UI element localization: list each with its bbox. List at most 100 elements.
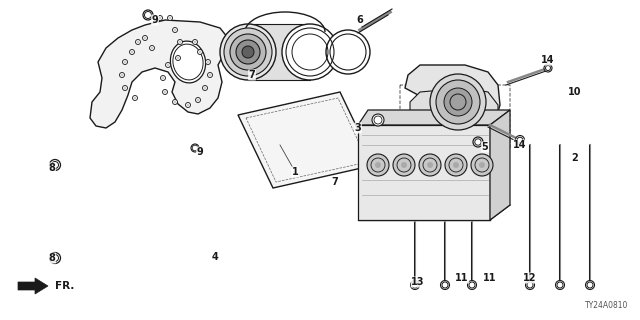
Circle shape [166, 62, 170, 68]
Text: 8: 8 [49, 163, 56, 173]
Text: 1: 1 [292, 167, 298, 177]
Circle shape [410, 281, 419, 290]
Text: 8: 8 [49, 253, 56, 263]
Circle shape [186, 103, 189, 107]
Circle shape [163, 91, 166, 93]
Circle shape [159, 17, 161, 20]
Circle shape [393, 154, 415, 176]
Polygon shape [248, 24, 310, 80]
Circle shape [453, 162, 459, 168]
Text: 9: 9 [196, 147, 204, 157]
Circle shape [586, 281, 595, 290]
Circle shape [166, 63, 170, 67]
Polygon shape [405, 65, 500, 136]
Circle shape [220, 24, 276, 80]
Circle shape [173, 28, 177, 31]
Circle shape [195, 98, 200, 102]
Circle shape [124, 60, 127, 63]
Circle shape [49, 252, 61, 263]
Text: 13: 13 [412, 277, 425, 287]
Text: 2: 2 [572, 153, 579, 163]
Circle shape [186, 102, 191, 108]
Circle shape [479, 162, 485, 168]
Circle shape [326, 30, 370, 74]
Circle shape [207, 60, 209, 63]
Circle shape [131, 51, 134, 53]
Circle shape [525, 281, 534, 290]
Circle shape [230, 34, 266, 70]
Text: 6: 6 [356, 15, 364, 25]
Circle shape [193, 41, 196, 44]
Circle shape [473, 137, 483, 147]
Circle shape [173, 100, 177, 103]
Circle shape [242, 46, 254, 58]
Circle shape [367, 154, 389, 176]
Circle shape [440, 281, 449, 290]
Circle shape [515, 135, 525, 145]
Circle shape [436, 80, 480, 124]
Circle shape [471, 154, 493, 176]
Circle shape [124, 86, 127, 90]
Circle shape [168, 17, 172, 20]
Text: 9: 9 [152, 15, 158, 25]
Circle shape [157, 15, 163, 20]
Text: 12: 12 [524, 273, 537, 283]
Circle shape [179, 41, 182, 44]
Polygon shape [90, 20, 228, 128]
Text: TY24A0810: TY24A0810 [584, 301, 628, 310]
Text: 11: 11 [483, 273, 497, 283]
Circle shape [49, 159, 61, 171]
Circle shape [120, 74, 124, 76]
Text: 11: 11 [455, 273, 468, 283]
Circle shape [175, 55, 180, 60]
Circle shape [173, 100, 177, 105]
Circle shape [209, 74, 211, 76]
Circle shape [444, 88, 472, 116]
Circle shape [236, 40, 260, 64]
Circle shape [193, 39, 198, 44]
Circle shape [134, 97, 136, 100]
Circle shape [198, 51, 202, 53]
Circle shape [136, 39, 141, 44]
Polygon shape [358, 110, 510, 125]
Circle shape [544, 64, 552, 72]
Text: 7: 7 [248, 70, 255, 80]
Polygon shape [410, 88, 498, 140]
Text: FR.: FR. [55, 281, 74, 291]
Circle shape [173, 28, 177, 33]
Text: 10: 10 [568, 87, 582, 97]
Circle shape [445, 154, 467, 176]
Circle shape [136, 41, 140, 44]
Circle shape [430, 74, 486, 130]
Circle shape [150, 45, 154, 51]
Circle shape [168, 15, 173, 20]
Text: 4: 4 [212, 252, 218, 262]
Circle shape [177, 57, 179, 60]
Circle shape [120, 73, 125, 77]
Polygon shape [18, 278, 48, 294]
Circle shape [196, 99, 200, 101]
Circle shape [177, 39, 182, 44]
Circle shape [556, 281, 564, 290]
Circle shape [198, 50, 202, 54]
Circle shape [205, 60, 211, 65]
Circle shape [401, 162, 407, 168]
Circle shape [467, 281, 477, 290]
Circle shape [129, 50, 134, 54]
Polygon shape [358, 125, 490, 220]
Circle shape [204, 86, 207, 90]
Circle shape [191, 144, 199, 152]
Circle shape [207, 73, 212, 77]
Circle shape [163, 90, 168, 94]
Polygon shape [490, 110, 510, 220]
Circle shape [143, 36, 147, 39]
Circle shape [419, 154, 441, 176]
Circle shape [282, 24, 338, 80]
Circle shape [150, 46, 154, 50]
Circle shape [143, 36, 147, 41]
Circle shape [143, 10, 153, 20]
Polygon shape [238, 92, 375, 188]
Circle shape [375, 162, 381, 168]
Text: 5: 5 [482, 142, 488, 152]
Ellipse shape [170, 41, 205, 83]
